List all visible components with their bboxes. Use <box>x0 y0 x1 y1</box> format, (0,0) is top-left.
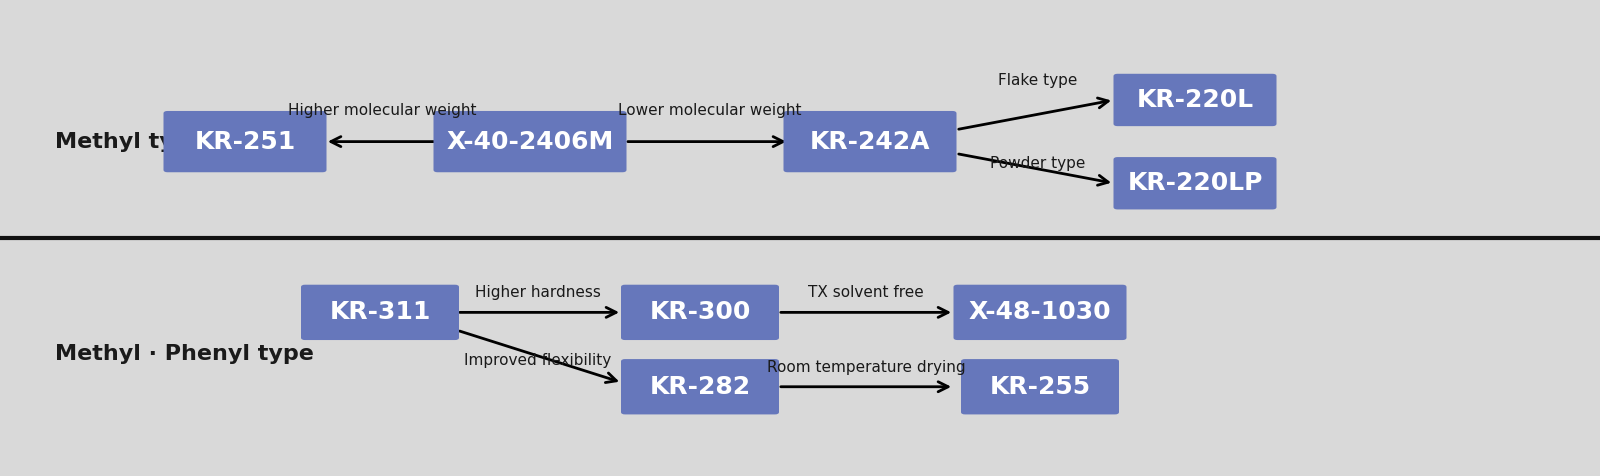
FancyBboxPatch shape <box>954 285 1126 340</box>
Text: Higher hardness: Higher hardness <box>475 286 602 300</box>
FancyBboxPatch shape <box>1114 157 1277 209</box>
Text: Improved flexibility: Improved flexibility <box>464 353 611 367</box>
Text: KR-220L: KR-220L <box>1136 88 1253 112</box>
Text: KR-251: KR-251 <box>194 129 296 154</box>
Text: TX solvent free: TX solvent free <box>808 286 923 300</box>
Text: KR-311: KR-311 <box>330 300 430 324</box>
Text: Higher molecular weight: Higher molecular weight <box>288 103 477 118</box>
Text: KR-220LP: KR-220LP <box>1128 171 1262 195</box>
Text: Powder type: Powder type <box>990 156 1086 171</box>
Text: Lower molecular weight: Lower molecular weight <box>618 103 802 118</box>
Text: Methyl type: Methyl type <box>54 131 205 152</box>
Text: X-48-1030: X-48-1030 <box>968 300 1112 324</box>
Text: KR-242A: KR-242A <box>810 129 930 154</box>
FancyBboxPatch shape <box>301 285 459 340</box>
FancyBboxPatch shape <box>163 111 326 172</box>
Text: KR-282: KR-282 <box>650 375 750 399</box>
Text: Methyl · Phenyl type: Methyl · Phenyl type <box>54 344 314 364</box>
FancyBboxPatch shape <box>434 111 627 172</box>
FancyBboxPatch shape <box>784 111 957 172</box>
FancyBboxPatch shape <box>1114 74 1277 126</box>
Text: KR-255: KR-255 <box>989 375 1091 399</box>
Text: X-40-2406M: X-40-2406M <box>446 129 614 154</box>
FancyBboxPatch shape <box>621 359 779 415</box>
Text: KR-300: KR-300 <box>650 300 750 324</box>
FancyBboxPatch shape <box>962 359 1118 415</box>
Text: Room temperature drying: Room temperature drying <box>766 360 965 375</box>
Text: Flake type: Flake type <box>998 73 1078 88</box>
FancyBboxPatch shape <box>621 285 779 340</box>
